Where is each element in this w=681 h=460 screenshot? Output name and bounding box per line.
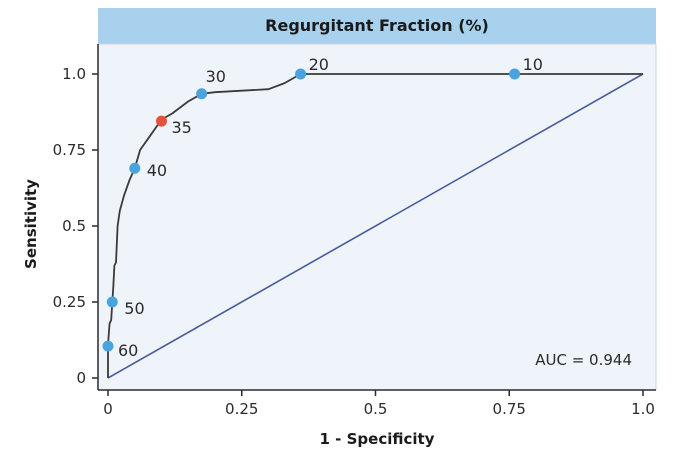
x-tick-label: 0	[103, 400, 113, 418]
threshold-point	[106, 296, 118, 308]
reference-diagonal-line	[107, 73, 644, 379]
auc-annotation: AUC = 0.944	[535, 351, 632, 369]
x-tick-label: 0.25	[225, 400, 258, 418]
roc-curve-line	[107, 73, 643, 378]
optimal-threshold-point	[156, 115, 167, 127]
y-tick-label: 0.75	[53, 141, 86, 159]
threshold-label: 10	[523, 55, 543, 74]
threshold-point	[196, 88, 208, 100]
y-tick-label: 0	[76, 369, 86, 387]
threshold-label: 20	[309, 55, 329, 74]
threshold-label: 35	[172, 118, 192, 137]
y-tick-label: 1.0	[62, 65, 86, 83]
threshold-label: 40	[147, 161, 167, 180]
reference-layer	[107, 73, 644, 379]
threshold-point	[509, 68, 521, 80]
threshold-point	[129, 162, 141, 174]
curve-layer	[107, 73, 643, 378]
x-tick-label: 1.0	[631, 400, 655, 418]
x-tick-label: 0.5	[364, 400, 388, 418]
threshold-point	[295, 68, 307, 80]
y-tick-label: 0.25	[53, 293, 86, 311]
y-axis-title: Sensitivity	[22, 179, 40, 269]
points-layer: 60 50 40 35 30 20 10	[102, 55, 543, 360]
threshold-point	[102, 340, 114, 352]
threshold-label: 60	[118, 341, 138, 360]
chart-title: Regurgitant Fraction (%)	[265, 16, 489, 35]
y-tick-label: 0.5	[62, 217, 86, 235]
plot-area	[97, 43, 657, 391]
threshold-label: 50	[124, 299, 144, 318]
x-axis-title: 1 - Specificity	[320, 430, 435, 448]
x-tick-label: 0.75	[493, 400, 526, 418]
axes: 0 0.25 0.5 0.75 1.0 0 0.25 0.5 0.75 1.0	[53, 44, 656, 418]
threshold-label: 30	[206, 67, 226, 86]
title-band	[98, 8, 656, 44]
